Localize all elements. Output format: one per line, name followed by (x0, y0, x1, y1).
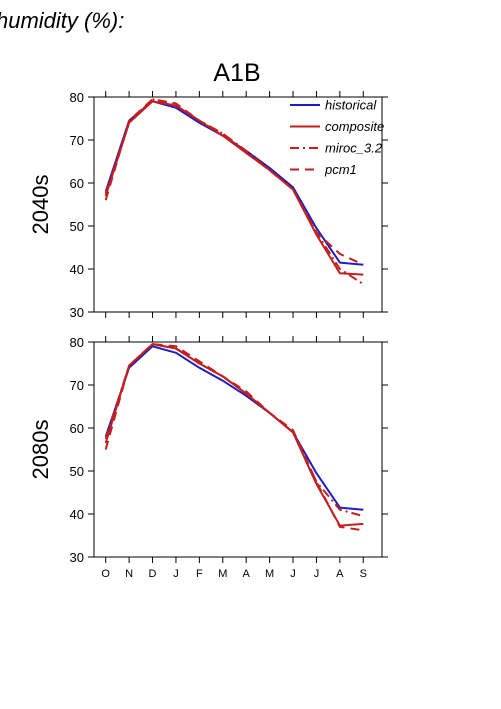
series-pcm1 (104, 343, 364, 532)
x-tick-label: F (196, 568, 203, 580)
y-tick-label: 80 (70, 90, 84, 105)
y-tick-label: 60 (70, 176, 84, 191)
x-tick-label: D (149, 568, 157, 580)
y-tick-label: 40 (70, 262, 84, 277)
y-tick-label: 80 (70, 335, 84, 350)
x-tick-label: J (173, 568, 179, 580)
y-tick-label: 50 (70, 464, 84, 479)
panel-label: 2040s (28, 175, 53, 235)
y-tick-label: 30 (70, 550, 84, 565)
legend-label: miroc_3.2 (325, 141, 383, 156)
series-miroc-3-2 (104, 343, 364, 518)
y-tick-label: 50 (70, 219, 84, 234)
y-tick-label: 40 (70, 507, 84, 522)
x-tick-label: J (290, 568, 296, 580)
plot-frame (93, 341, 383, 558)
x-tick-label: S (360, 568, 367, 580)
panel-2080s: 30 40 50 60 70 80 O N D J F M A M J J A S 2080s (28, 335, 388, 580)
x-tick-label: A (243, 568, 251, 580)
y-tick-label: 70 (70, 378, 84, 393)
figure-heading: humidity (%): (0, 8, 124, 33)
x-tick-label: M (265, 568, 274, 580)
legend-label: historical (325, 98, 377, 113)
plot-frame (93, 96, 383, 313)
x-tick-label: O (101, 568, 110, 580)
y-tick-label: 70 (70, 133, 84, 148)
legend: historical composite miroc_3.2 pcm1 (290, 98, 384, 177)
series-pcm1 (104, 98, 364, 266)
x-tick-label: A (336, 568, 344, 580)
y-tick-label: 60 (70, 421, 84, 436)
x-tick-label: M (218, 568, 227, 580)
legend-label: pcm1 (324, 162, 357, 177)
legend-label: composite (325, 119, 384, 134)
chart-title: A1B (213, 59, 260, 87)
x-tick-label: N (125, 568, 133, 580)
panel-2040s: 30 40 50 60 70 80 2040s historical composite miro… (28, 90, 388, 320)
y-tick-label: 30 (70, 305, 84, 320)
series-historical (104, 345, 364, 511)
x-tick-label: J (314, 568, 320, 580)
panel-label: 2080s (28, 420, 53, 480)
